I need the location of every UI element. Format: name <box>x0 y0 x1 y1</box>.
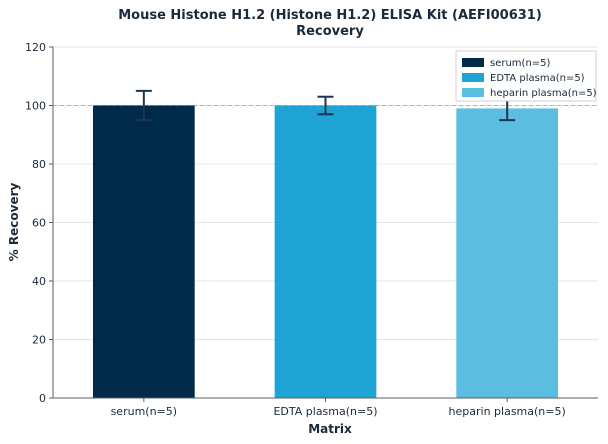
legend-label-3: heparin plasma(n=5) <box>490 88 597 99</box>
legend: serum(n=5) EDTA plasma(n=5) heparin plasma… <box>455 50 597 102</box>
legend-label-2: EDTA plasma(n=5) <box>490 73 585 84</box>
axes: 0 20 40 60 80 100 120 serum(n=5) EDTA plasma(n=5… <box>25 41 598 418</box>
y-tick-label: 20 <box>32 334 46 347</box>
y-tick-label: 120 <box>25 41 46 54</box>
legend-swatch-1 <box>462 58 484 67</box>
y-tick-label: 40 <box>32 275 46 288</box>
y-tick-label: 0 <box>39 392 46 405</box>
y-axis-label: % Recovery <box>7 183 21 262</box>
bar-3 <box>456 108 559 399</box>
y-tick-label: 60 <box>32 217 46 230</box>
legend-swatch-2 <box>462 73 484 82</box>
chart-title-line1: Mouse Histone H1.2 (Histone H1.2) ELISA … <box>118 8 542 23</box>
legend-label-1: serum(n=5) <box>490 58 551 69</box>
chart-title-line2: Recovery <box>296 24 364 39</box>
x-axis-label: Matrix <box>308 422 352 436</box>
bar-1 <box>92 105 195 398</box>
bars <box>92 105 559 399</box>
y-tick-label: 100 <box>25 100 46 113</box>
y-tick-label: 80 <box>32 158 46 171</box>
legend-swatch-3 <box>462 88 484 97</box>
x-tick-label: heparin plasma(n=5) <box>449 405 566 418</box>
bar-2 <box>274 105 377 398</box>
x-tick-label: EDTA plasma(n=5) <box>273 405 377 418</box>
x-tick-label: serum(n=5) <box>111 405 177 418</box>
